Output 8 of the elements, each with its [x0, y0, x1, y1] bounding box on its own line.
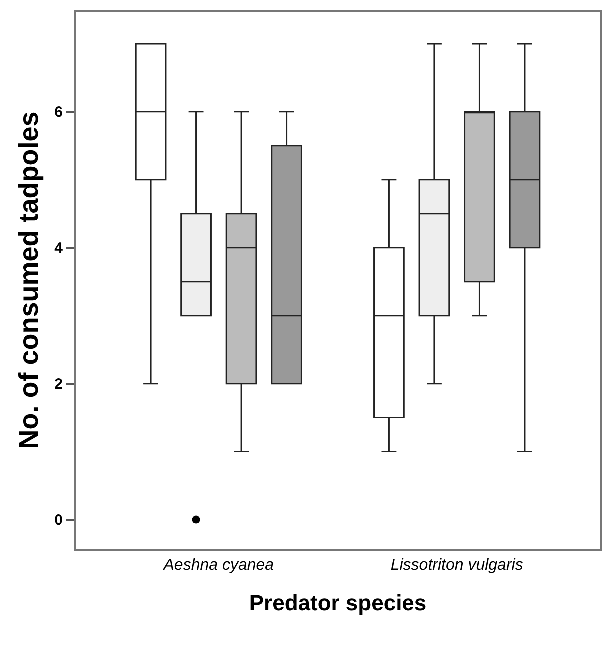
y-tick-label: 2	[54, 376, 63, 394]
x-tick-label: Aeshna cyanea	[162, 557, 274, 574]
y-tick-label: 4	[54, 240, 64, 258]
y-tick-label: 0	[54, 512, 63, 530]
x-axis-title: Predator species	[249, 590, 427, 616]
y-tick-label: 6	[54, 104, 63, 122]
x-tick-label: Lissotriton vulgaris	[390, 557, 524, 574]
y-axis-title: No. of consumed tadpoles	[14, 112, 44, 450]
